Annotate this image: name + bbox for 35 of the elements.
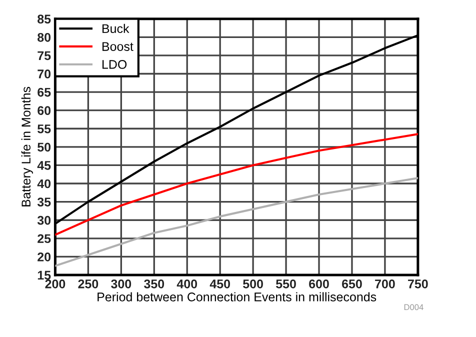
y-tick-label: 25	[38, 234, 51, 244]
y-tick-label: 35	[37, 198, 51, 206]
y-tick-label: 65	[38, 88, 51, 97]
x-tick-label: 700	[375, 279, 395, 288]
x-tick-label: 600	[309, 279, 329, 288]
x-tick-label: 500	[243, 279, 263, 288]
legend-label: Boost	[102, 42, 134, 51]
x-tick-label: 750	[408, 279, 428, 288]
y-tick-label: 40	[37, 179, 51, 188]
y-axis-title: Battery Life in Months	[21, 86, 33, 206]
x-tick-label: 550	[276, 279, 296, 288]
x-tick-label: 250	[78, 279, 98, 288]
x-tick-label: 300	[111, 279, 132, 288]
line-series	[55, 176, 418, 267]
x-axis-title: Period between Connection Events in milliseconds	[98, 292, 376, 302]
y-tick-label: 50	[38, 142, 51, 152]
y-tick-label: 15	[38, 270, 51, 280]
y-tick-label: 45	[37, 161, 51, 170]
x-tick-label: 200	[45, 279, 66, 288]
y-tick-label: 70	[38, 70, 51, 78]
y-tick-label: 75	[38, 51, 51, 60]
y-tick-label: 20	[38, 252, 51, 262]
legend-label: LDO	[102, 60, 127, 69]
y-tick-label: 55	[38, 124, 51, 134]
line-series	[55, 133, 418, 236]
x-tick-label: 400	[176, 279, 198, 288]
y-tick-label: 60	[38, 106, 51, 115]
y-tick-label: 85	[38, 14, 51, 24]
text: D004	[404, 304, 424, 310]
x-tick-label: 650	[342, 279, 362, 288]
legend-label: Buck	[102, 24, 130, 34]
x-tick-label: 450	[210, 279, 230, 288]
x-tick-label: 350	[144, 279, 164, 288]
y-tick-label: 80	[38, 32, 51, 42]
y-tick-label: 30	[37, 216, 51, 225]
